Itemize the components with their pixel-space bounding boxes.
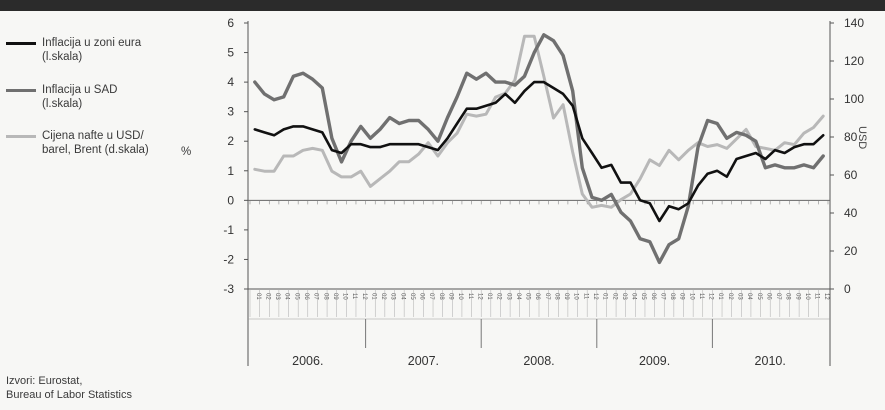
month-tick-label: 10 (457, 293, 463, 300)
month-tick-label: 05 (409, 293, 415, 300)
month-tick-label: 03 (390, 293, 396, 300)
month-tick-label: 08 (322, 293, 328, 300)
left-tick-label: -2 (223, 252, 234, 266)
month-tick-label: 12 (708, 293, 714, 300)
month-tick-label: 05 (756, 293, 762, 300)
month-tick-label: 04 (399, 293, 405, 300)
year-label: 2008. (523, 354, 554, 368)
month-tick-label: 03 (621, 293, 627, 300)
series-line-oil-price (253, 34, 825, 209)
month-tick-label: 02 (496, 293, 502, 300)
month-tick-label: 11 (351, 293, 357, 300)
legend-label-euro: Inflacija u zoni eura (l.skala) (42, 37, 142, 63)
month-tick-label: 09 (563, 293, 569, 300)
month-tick-label: 05 (640, 293, 646, 300)
left-tick-label: -3 (223, 282, 234, 296)
left-tick-label: 5 (227, 46, 234, 60)
right-axis-unit: USD (856, 126, 868, 150)
right-tick-label: 100 (844, 92, 864, 106)
month-tick-label: 04 (631, 293, 637, 300)
month-tick-label: 10 (804, 293, 810, 300)
month-tick-label: 10 (573, 293, 579, 300)
month-tick-label: 03 (274, 293, 280, 300)
left-tick-label: -1 (223, 223, 234, 237)
year-label: 2009. (639, 354, 670, 368)
month-tick-label: 01 (717, 293, 723, 300)
right-tick-label: 60 (844, 168, 858, 182)
month-tick-label: 06 (650, 293, 656, 300)
month-tick-label: 01 (486, 293, 492, 300)
month-tick-label: 05 (293, 293, 299, 300)
month-tick-label: 12 (823, 293, 829, 300)
month-tick-label: 01 (370, 293, 376, 300)
month-tick-label: 11 (467, 293, 473, 300)
month-tick-label: 10 (342, 293, 348, 300)
month-tick-label: 12 (476, 293, 482, 300)
right-tick-label: 20 (844, 244, 858, 258)
month-tick-label: 01 (255, 293, 261, 300)
left-tick-label: 2 (227, 134, 234, 148)
percent-unit-label: % (181, 146, 192, 158)
legend-swatch-oil (6, 135, 36, 138)
right-tick-label: 40 (844, 206, 858, 220)
month-tick-label: 01 (602, 293, 608, 300)
month-tick-label: 11 (814, 293, 820, 300)
year-label: 2010. (755, 354, 786, 368)
month-tick-label: 07 (313, 293, 319, 300)
month-tick-label: 02 (380, 293, 386, 300)
month-tick-label: 06 (534, 293, 540, 300)
month-tick-label: 09 (794, 293, 800, 300)
month-tick-label: 04 (746, 293, 752, 300)
year-label: 2007. (408, 354, 439, 368)
month-tick-label: 09 (679, 293, 685, 300)
month-tick-label: 04 (515, 293, 521, 300)
right-tick-label: 120 (844, 54, 864, 68)
left-tick-label: 0 (227, 193, 234, 207)
month-tick-label: 12 (361, 293, 367, 300)
month-tick-label: 07 (659, 293, 665, 300)
month-tick-label: 05 (525, 293, 531, 300)
left-tick-label: 3 (227, 105, 234, 119)
month-tick-label: 11 (698, 293, 704, 300)
series-line-us-inflation (253, 33, 825, 265)
right-tick-label: 140 (844, 16, 864, 30)
right-tick-label: 0 (844, 282, 851, 296)
left-tick-label: 6 (227, 16, 234, 30)
year-label: 2006. (292, 354, 323, 368)
top-bar (0, 0, 885, 11)
month-tick-label: 02 (264, 293, 270, 300)
month-tick-label: 12 (592, 293, 598, 300)
month-tick-label: 08 (553, 293, 559, 300)
month-tick-label: 02 (611, 293, 617, 300)
month-tick-label: 06 (303, 293, 309, 300)
right-tick-label: 80 (844, 130, 858, 144)
month-tick-label: 08 (438, 293, 444, 300)
month-tick-label: 10 (688, 293, 694, 300)
month-tick-label: 04 (284, 293, 290, 300)
left-tick-label: 4 (227, 75, 234, 89)
legend-swatch-euro (6, 42, 36, 45)
month-tick-label: 03 (505, 293, 511, 300)
month-tick-label: 07 (775, 293, 781, 300)
month-tick-label: 09 (447, 293, 453, 300)
legend-label-us: Inflacija u SAD (l.skala) (42, 84, 118, 110)
series-line-euro-inflation (253, 80, 825, 223)
month-tick-label: 02 (727, 293, 733, 300)
legend-swatch-us (6, 89, 36, 92)
month-tick-label: 08 (669, 293, 675, 300)
month-tick-label: 09 (332, 293, 338, 300)
month-tick-label: 07 (428, 293, 434, 300)
month-tick-label: 11 (582, 293, 588, 300)
left-tick-label: 1 (227, 164, 234, 178)
month-tick-label: 06 (765, 293, 771, 300)
legend-label-oil: Cijena nafte u USD/ barel, Brent (d.skal… (42, 130, 149, 156)
month-tick-label: 03 (736, 293, 742, 300)
source-note: Izvori: Eurostat, Bureau of Labor Statis… (6, 375, 132, 401)
month-tick-label: 07 (544, 293, 550, 300)
month-tick-label: 06 (419, 293, 425, 300)
month-tick-label: 08 (785, 293, 791, 300)
